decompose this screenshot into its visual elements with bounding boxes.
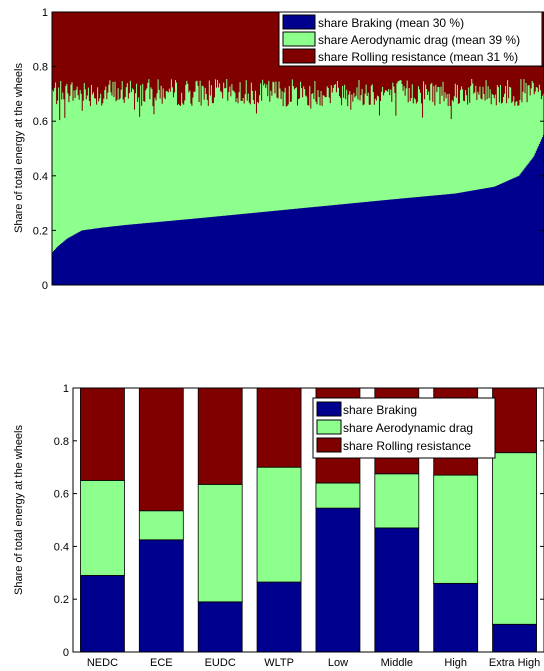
chart-top-ytick-label: 0.6 [33, 116, 48, 128]
chart-bottom-ytick-label: 1 [63, 383, 69, 395]
area-braking [52, 134, 544, 285]
bar-aero-extra-high [492, 452, 537, 625]
chart-bottom-xtick-label: Low [328, 657, 348, 669]
legend-label-rolling: share Rolling resistance (mean 31 %) [318, 50, 518, 64]
chart-bottom-ytick-label: 0.4 [54, 541, 69, 553]
legend-label-rolling: share Rolling resistance [343, 439, 471, 453]
bar-braking-ece [138, 539, 184, 653]
bar-aero-ece [138, 510, 184, 541]
chart-top-legend-box [278, 11, 543, 67]
bar-rolling-extra-high [492, 387, 537, 454]
legend-swatch-aero [316, 419, 342, 435]
chart-bottom-y-axis-title: Share of total energy at the wheels [13, 425, 25, 595]
bar-braking-extra-high [492, 623, 537, 653]
chart-bottom-xtick-label: NEDC [87, 657, 118, 669]
bar-braking-high [433, 582, 479, 653]
bar-aero-eudc [197, 483, 243, 603]
bar-rolling-wltp [256, 387, 302, 468]
chart-bottom-ytick-label: 0.8 [54, 436, 69, 448]
bar-braking-nedc [80, 575, 125, 653]
chart-top-ytick-label: 0 [42, 280, 48, 292]
bar-rolling-eudc [197, 387, 243, 485]
bar-braking-wltp [256, 581, 302, 653]
chart-bottom-frame [72, 387, 544, 653]
legend-swatch-braking [316, 401, 342, 417]
legend-swatch-rolling [316, 437, 342, 453]
chart-top-legend: share Braking (mean 30 %) share Aerodyna… [278, 11, 543, 67]
bar-braking-eudc [197, 601, 243, 653]
bar-rolling-ece [138, 387, 184, 512]
chart-top-ytick-label: 1 [42, 7, 48, 19]
bar-braking-low [315, 507, 361, 653]
chart-bottom-xtick-label: EUDC [205, 657, 236, 669]
legend-swatch-braking [282, 14, 316, 30]
chart-bottom-xtick-label: ECE [150, 657, 173, 669]
bar-aero-low [315, 482, 361, 509]
legend-label-aero: share Aerodynamic drag (mean 39 %) [318, 33, 520, 47]
bar-aero-nedc [80, 479, 125, 576]
bar-rolling-nedc [80, 387, 125, 481]
chart-top-stacked-area: 0 0.2 0.4 0.6 0.8 1 Share of total energy at … [13, 7, 544, 292]
chart-bottom-xtick-label: Middle [381, 657, 413, 669]
chart-bottom-ytick-label: 0.6 [54, 489, 69, 501]
chart-bottom-ytick-label: 0.2 [54, 594, 69, 606]
chart-top-y-axis-title: Share of total energy at the wheels [13, 63, 25, 233]
chart-bottom-xtick-label: Extra High [489, 657, 540, 669]
chart-bottom-legend: share Braking share Aerodynamic drag sha… [312, 397, 496, 459]
bar-aero-wltp [256, 466, 302, 583]
legend-label-braking: share Braking (mean 30 %) [318, 16, 464, 30]
legend-label-braking: share Braking [343, 403, 417, 417]
chart-top-ytick-label: 0.2 [33, 225, 48, 237]
chart-top-ytick-label: 0.4 [33, 171, 48, 183]
bar-braking-middle [374, 527, 420, 653]
chart-bottom-axes: NEDC ECE EUDC WLTP Low Middle High Extra High 0 0… [54, 383, 544, 669]
chart-bottom-legend-box [312, 397, 496, 459]
bar-aero-middle [374, 473, 420, 529]
chart-bottom-xtick-label: High [444, 657, 467, 669]
legend-label-aero: share Aerodynamic drag [343, 421, 473, 435]
chart-bottom-xtick-label: WLTP [264, 657, 294, 669]
legend-swatch-rolling [282, 48, 316, 64]
bar-aero-high [433, 474, 479, 584]
chart-bottom-ytick-label: 0 [63, 647, 69, 659]
legend-swatch-aero [282, 31, 316, 47]
chart-top-ytick-label: 0.8 [33, 62, 48, 74]
chart-bottom-stacked-bar: NEDC ECE EUDC WLTP Low Middle High Extra High 0 0… [13, 383, 544, 669]
